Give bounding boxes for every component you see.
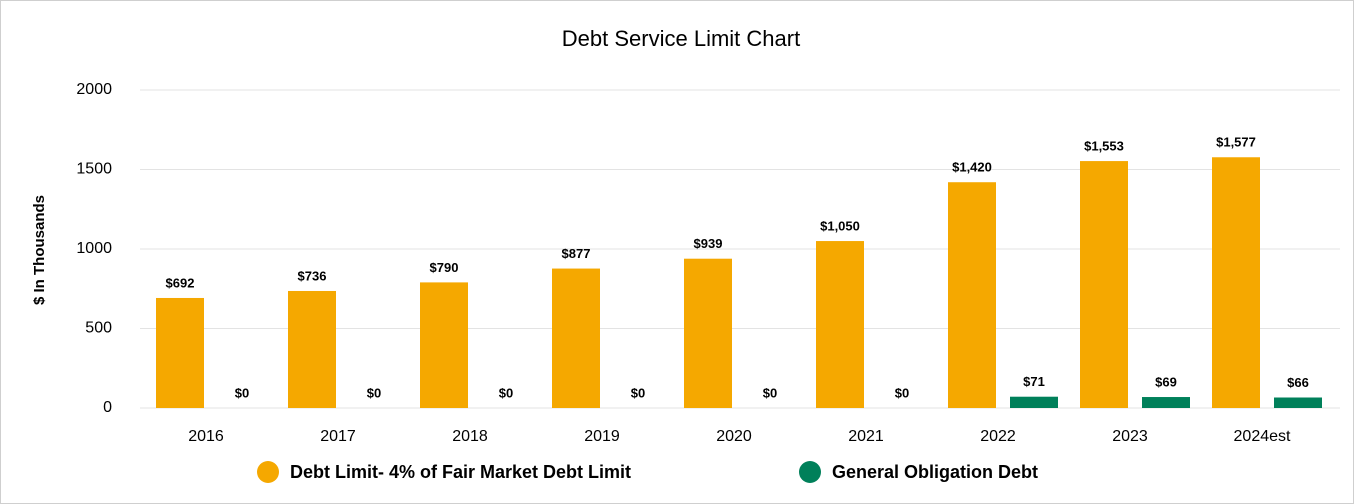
x-tick-label: 2020 [716, 428, 752, 445]
bar [1142, 397, 1190, 408]
x-tick-label: 2024est [1234, 428, 1291, 445]
legend-label: Debt Limit- 4% of Fair Market Debt Limit [290, 462, 631, 482]
legend-label: General Obligation Debt [832, 462, 1038, 482]
y-tick-label: 0 [103, 399, 112, 416]
value-label: $0 [763, 385, 777, 400]
bar [1080, 161, 1128, 408]
bar [816, 241, 864, 408]
bar [420, 282, 468, 408]
value-label: $692 [166, 275, 195, 290]
value-label: $0 [895, 385, 909, 400]
x-tick-label: 2018 [452, 428, 488, 445]
value-label: $1,420 [952, 160, 992, 175]
y-tick-label: 500 [85, 320, 112, 337]
value-label: $0 [499, 385, 513, 400]
bar [288, 290, 336, 408]
value-label: $877 [562, 246, 591, 261]
bar [1010, 396, 1058, 408]
x-tick-label: 2023 [1112, 428, 1148, 445]
chart-title: Debt Service Limit Chart [562, 26, 800, 51]
legend-swatch [799, 461, 821, 483]
bar [1274, 397, 1322, 408]
value-label: $939 [694, 236, 723, 251]
value-label: $0 [235, 385, 249, 400]
bar [156, 297, 204, 408]
y-tick-label: 1000 [76, 240, 112, 257]
value-label: $736 [298, 268, 327, 283]
value-label: $1,577 [1216, 135, 1256, 150]
value-label: $1,553 [1084, 139, 1124, 154]
bar [948, 182, 996, 408]
legend-swatch [257, 461, 279, 483]
y-axis-label: $ In Thousands [31, 195, 48, 305]
value-label: $66 [1287, 375, 1309, 390]
bar [1212, 157, 1260, 408]
y-tick-label: 1500 [76, 161, 112, 178]
value-label: $0 [631, 385, 645, 400]
value-label: $1,050 [820, 218, 860, 233]
x-tick-label: 2022 [980, 428, 1016, 445]
x-tick-label: 2017 [320, 428, 356, 445]
bar [552, 268, 600, 408]
bar [684, 258, 732, 408]
x-tick-label: 2016 [188, 428, 224, 445]
value-label: $790 [430, 260, 459, 275]
x-tick-label: 2019 [584, 428, 620, 445]
value-label: $0 [367, 385, 381, 400]
value-label: $71 [1023, 374, 1045, 389]
y-tick-label: 2000 [76, 81, 112, 98]
x-tick-label: 2021 [848, 428, 884, 445]
value-label: $69 [1155, 374, 1177, 389]
